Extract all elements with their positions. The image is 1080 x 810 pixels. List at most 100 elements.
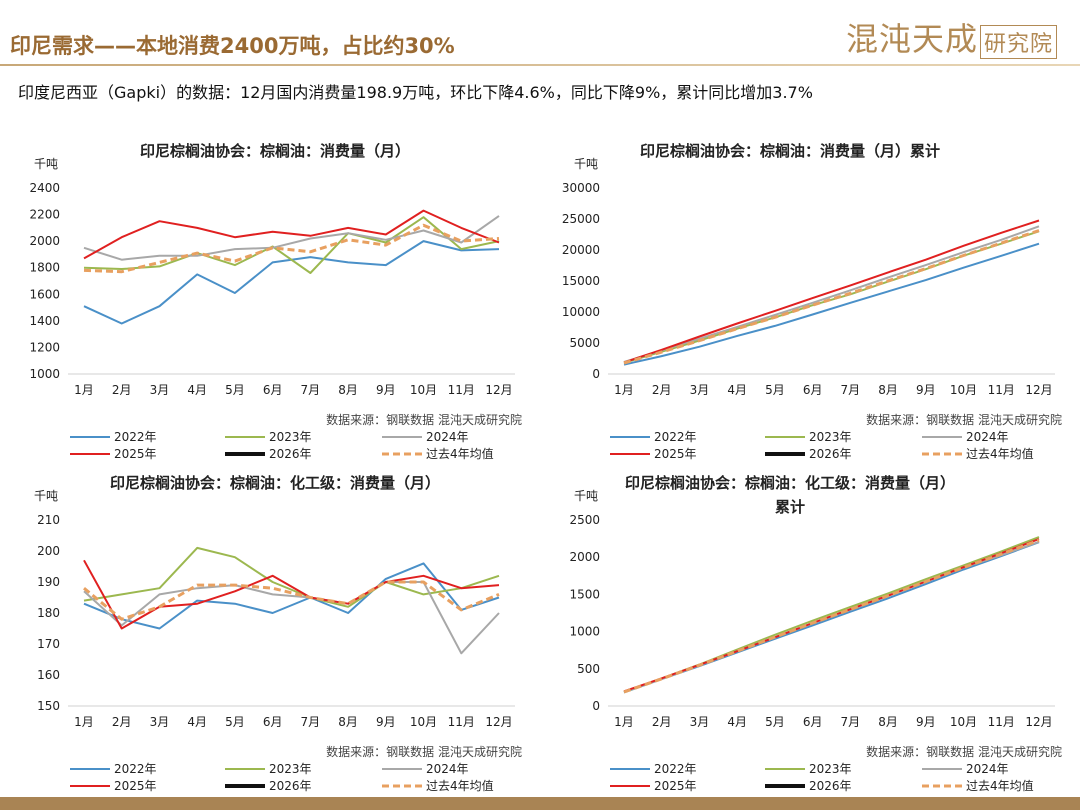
y-tick-label: 1200 xyxy=(29,340,60,354)
legend-label: 2023年 xyxy=(809,762,852,776)
y-tick-label: 2200 xyxy=(29,208,60,222)
y-axis-unit-label: 千吨 xyxy=(574,489,598,503)
x-tick-label: 11月 xyxy=(448,383,475,397)
legend-label: 2024年 xyxy=(966,762,1009,776)
summary-text: 印度尼西亚（Gapki）的数据：12月国内消费量198.9万吨，环比下降4.6%… xyxy=(18,83,813,102)
legend-label: 2024年 xyxy=(966,430,1009,444)
chart-panel-chemical-cumulative: 印尼棕榈油协会：棕榈油：化工级：消费量（月） 累计 千吨 0 500 1000 1500 20… xyxy=(540,462,1080,792)
legend-label: 2023年 xyxy=(269,762,312,776)
y-tick-label: 10000 xyxy=(562,305,600,319)
x-tick-label: 2月 xyxy=(652,715,672,729)
chart-title: 印尼棕榈油协会：棕榈油：消费量（月） xyxy=(140,142,410,160)
x-tick-label: 8月 xyxy=(878,715,898,729)
y-tick-label: 2400 xyxy=(29,181,60,195)
y-tick-label: 1500 xyxy=(569,587,600,601)
legend-label: 2025年 xyxy=(114,779,157,792)
y-axis-unit-label: 千吨 xyxy=(574,157,598,171)
y-tick-label: 2000 xyxy=(569,550,600,564)
series-line xyxy=(83,209,500,260)
x-tick-label: 5月 xyxy=(765,383,785,397)
y-tick-label: 15000 xyxy=(562,274,600,288)
x-tick-label: 9月 xyxy=(376,383,396,397)
source-note: 数据来源：钢联数据 混沌天成研究院 xyxy=(866,744,1062,759)
page-title: 印尼需求——本地消费2400万吨，占比约30% xyxy=(10,34,455,58)
legend-label: 2024年 xyxy=(426,762,469,776)
y-tick-label: 190 xyxy=(37,575,60,589)
x-tick-label: 11月 xyxy=(448,715,475,729)
x-tick-label: 1月 xyxy=(614,383,634,397)
x-tick-label: 10月 xyxy=(950,383,977,397)
series-line xyxy=(623,538,1040,694)
series-line xyxy=(83,223,500,274)
legend-label: 过去4年均值 xyxy=(966,446,1034,460)
legend-label: 过去4年均值 xyxy=(966,778,1034,792)
y-tick-label: 30000 xyxy=(562,181,600,195)
footer-bar xyxy=(0,797,1080,810)
x-tick-label: 1月 xyxy=(74,715,94,729)
x-tick-label: 4月 xyxy=(727,383,747,397)
y-tick-label: 150 xyxy=(37,699,60,713)
chart-panel-cumulative: 印尼棕榈油协会：棕榈油：消费量（月）累计 千吨 0 5000 10000 15000 200… xyxy=(540,130,1080,460)
chart-panel-chemical-monthly: 印尼棕榈油协会：棕榈油：化工级：消费量（月） 千吨 150 160 170 180 190 2… xyxy=(0,462,540,792)
x-tick-label: 2月 xyxy=(112,383,132,397)
x-tick-label: 1月 xyxy=(614,715,634,729)
x-tick-label: 7月 xyxy=(841,383,861,397)
x-tick-label: 3月 xyxy=(150,383,170,397)
x-tick-label: 6月 xyxy=(803,383,823,397)
legend-label: 2026年 xyxy=(269,779,312,792)
legend-label: 2025年 xyxy=(654,779,697,792)
series-line xyxy=(83,559,500,630)
x-tick-label: 2月 xyxy=(652,383,672,397)
x-tick-label: 5月 xyxy=(225,715,245,729)
x-tick-label: 4月 xyxy=(187,383,207,397)
x-tick-label: 11月 xyxy=(988,383,1015,397)
chart-title-line2: 累计 xyxy=(775,498,805,516)
x-tick-label: 11月 xyxy=(988,715,1015,729)
x-tick-label: 6月 xyxy=(803,715,823,729)
x-tick-label: 5月 xyxy=(225,383,245,397)
source-note: 数据来源：钢联数据 混沌天成研究院 xyxy=(326,412,522,427)
x-tick-label: 12月 xyxy=(1025,383,1052,397)
x-tick-label: 8月 xyxy=(338,715,358,729)
chart-chemical-cumulative-consumption: 印尼棕榈油协会：棕榈油：化工级：消费量（月） 累计 千吨 0 500 1000 1500 20… xyxy=(569,474,1062,792)
chart-title: 印尼棕榈油协会：棕榈油：化工级：消费量（月） xyxy=(625,474,955,492)
x-tick-label: 2月 xyxy=(112,715,132,729)
x-tick-label: 12月 xyxy=(485,383,512,397)
y-tick-label: 0 xyxy=(592,367,600,381)
series-line xyxy=(623,229,1040,365)
chart-title: 印尼棕榈油协会：棕榈油：消费量（月）累计 xyxy=(640,142,940,160)
chart-monthly-consumption: 印尼棕榈油协会：棕榈油：消费量（月） 千吨 1000 1200 1400 1600 1800… xyxy=(29,142,522,460)
legend-label: 2026年 xyxy=(809,779,852,792)
legend-label: 2024年 xyxy=(426,430,469,444)
x-tick-label: 5月 xyxy=(765,715,785,729)
x-tick-label: 9月 xyxy=(916,715,936,729)
y-tick-label: 2500 xyxy=(569,513,600,527)
logo-text: 混沌天成 xyxy=(846,20,979,58)
y-tick-label: 1000 xyxy=(29,367,60,381)
x-tick-label: 1月 xyxy=(74,383,94,397)
x-tick-label: 7月 xyxy=(301,715,321,729)
x-tick-label: 3月 xyxy=(690,715,710,729)
legend-label: 2022年 xyxy=(114,430,157,444)
series-line xyxy=(83,216,500,274)
legend-label: 2022年 xyxy=(114,762,157,776)
y-axis-unit-label: 千吨 xyxy=(34,157,58,171)
y-tick-label: 1000 xyxy=(569,625,600,639)
legend-label: 过去4年均值 xyxy=(426,446,494,460)
chart-panel-monthly: 印尼棕榈油协会：棕榈油：消费量（月） 千吨 1000 1200 1400 1600 1800… xyxy=(0,130,540,460)
y-tick-label: 2000 xyxy=(29,234,60,248)
x-tick-label: 9月 xyxy=(376,715,396,729)
x-tick-label: 10月 xyxy=(410,715,437,729)
chart-chemical-monthly-consumption: 印尼棕榈油协会：棕榈油：化工级：消费量（月） 千吨 150 160 170 180 190 2… xyxy=(34,474,522,792)
source-note: 数据来源：钢联数据 混沌天成研究院 xyxy=(326,744,522,759)
legend-label: 2026年 xyxy=(809,447,852,460)
y-tick-label: 160 xyxy=(37,668,60,682)
brand-logo: 混沌天成 研究院 xyxy=(846,14,1060,59)
y-tick-label: 210 xyxy=(37,513,60,527)
series-line xyxy=(83,240,500,325)
x-tick-label: 9月 xyxy=(916,383,936,397)
legend-label: 2025年 xyxy=(114,447,157,460)
y-tick-label: 1800 xyxy=(29,261,60,275)
y-tick-label: 20000 xyxy=(562,243,600,257)
